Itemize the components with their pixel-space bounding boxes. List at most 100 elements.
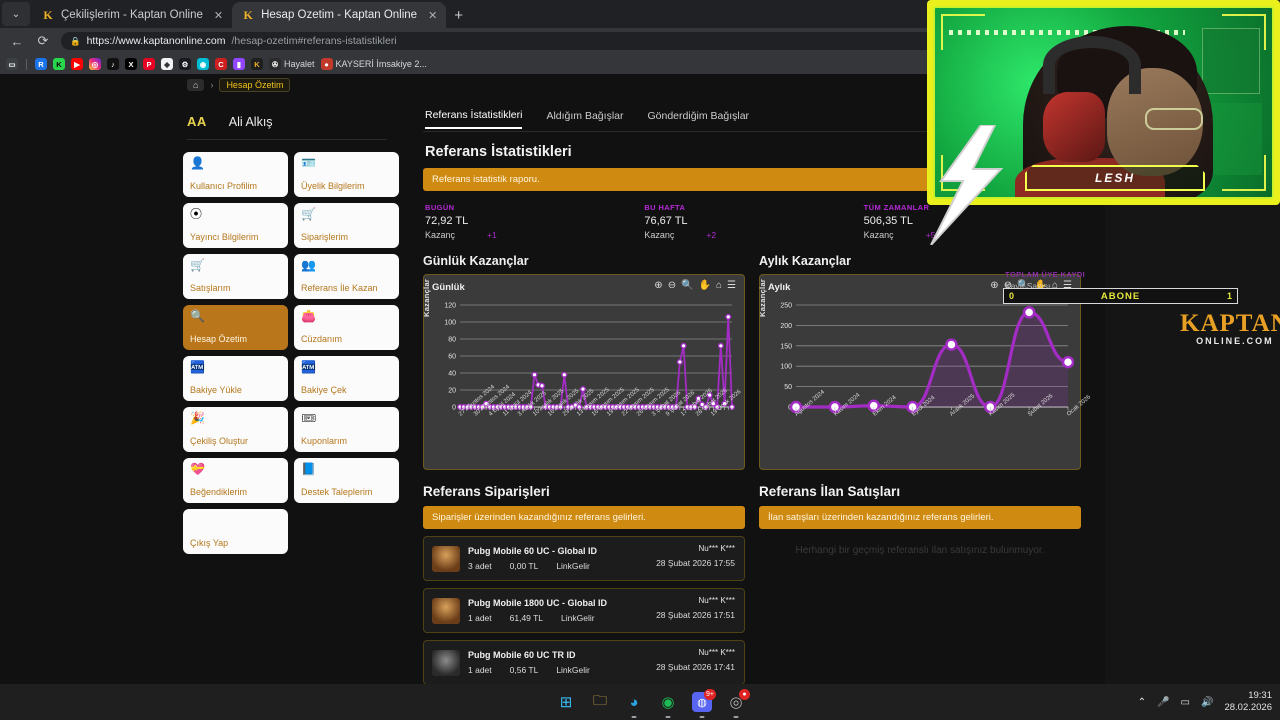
- spotify-icon[interactable]: ◉: [658, 692, 678, 718]
- home-reset-icon[interactable]: ⌂: [715, 280, 723, 291]
- tab-aldigim-bagislar[interactable]: Aldığım Bağışlar: [546, 109, 624, 122]
- kaptan-k-icon: K: [243, 8, 253, 22]
- close-icon[interactable]: ✕: [213, 9, 224, 22]
- browser-tab-1-title: Çekilişlerim - Kaptan Online: [61, 9, 203, 21]
- table-row[interactable]: Pubg Mobile 60 UC - Global ID 3 adet 0,0…: [423, 536, 745, 581]
- bookmark-hayalet-label: Hayalet: [284, 59, 315, 69]
- pinterest-icon[interactable]: P: [143, 58, 155, 70]
- youtube-icon[interactable]: ▶: [71, 58, 83, 70]
- divider: [187, 139, 387, 140]
- daily-chart-panel: Günlük ⊕ ⊖ 🔍 ✋ ⌂ ☰ Kazançlar 0 20 40 60 80 10…: [422, 274, 745, 470]
- home-icon[interactable]: ⌂: [187, 79, 205, 91]
- zoom-out-icon[interactable]: ⊖: [1003, 280, 1013, 291]
- sidebar-item-begendiklerim[interactable]: 💝 Beğendiklerim: [183, 458, 288, 503]
- home-reset-icon[interactable]: ⌂: [1051, 280, 1059, 291]
- sidebar-item-destek-taleplerim[interactable]: 📘 Destek Taleplerim: [294, 458, 399, 503]
- clock[interactable]: 19:31 28.02.2026: [1224, 690, 1272, 714]
- sidebar-item-kuponlarim[interactable]: 🎟 Kuponlarım: [294, 407, 399, 452]
- sidebar-item-uyelik-bilgilerim[interactable]: 🪪 Üyelik Bilgilerim: [294, 152, 399, 197]
- file-explorer-icon[interactable]: 🗀: [593, 692, 607, 708]
- svg-text:50: 50: [784, 384, 792, 391]
- order-user: Nu*** K***: [698, 648, 735, 657]
- diamond-icon[interactable]: ◆: [161, 58, 173, 70]
- twitch-icon[interactable]: ▮: [233, 58, 245, 70]
- zoom-in-icon[interactable]: ⊕: [990, 280, 999, 291]
- bookmark-imsakiye[interactable]: ● KAYSERİ İmsakiye 2...: [320, 58, 427, 70]
- user-profile-icon: 👤: [190, 156, 205, 170]
- zoom-out-icon[interactable]: ⊖: [667, 280, 677, 291]
- steam-icon[interactable]: ⚙: [179, 58, 191, 70]
- kaptan-green-icon[interactable]: K: [53, 58, 65, 70]
- sidebar-item-label: Kuponlarım: [301, 436, 348, 446]
- selection-zoom-icon[interactable]: 🔍: [681, 280, 694, 291]
- sales-title: Referans İlan Satışları: [759, 484, 901, 499]
- network-icon[interactable]: ▭: [1180, 696, 1190, 708]
- kaptan-k-icon: K: [43, 8, 53, 22]
- sidebar-item-yayinci-bilgilerim[interactable]: ⦿ Yayıncı Bilgilerim: [183, 203, 288, 248]
- streamer-nameplate: LESH: [1025, 165, 1205, 191]
- windows-taskbar: ⊞ 🗀 ◕ ◉ ◍ 9+ ◎ ● ⌃ 🎤 ▭ 🔊 19:31 28.02.202…: [0, 684, 1280, 720]
- pan-icon[interactable]: ✋: [1034, 280, 1047, 291]
- bookmark-hayalet[interactable]: ✇ Hayalet: [269, 58, 315, 70]
- svg-text:0: 0: [452, 405, 456, 412]
- tab-gonderdigim-bagislar[interactable]: Gönderdiğim Bağışlar: [647, 109, 750, 122]
- red-app-icon[interactable]: C: [215, 58, 227, 70]
- browser-tab-2[interactable]: K Hesap Özetim - Kaptan Online ✕: [232, 2, 447, 28]
- chart-toolbar: ⊕ ⊖ 🔍 ✋ ⌂ ☰: [654, 281, 736, 291]
- table-row[interactable]: Pubg Mobile 60 UC TR ID 1 adet 0,56 TL L…: [423, 640, 745, 684]
- stat-tum-zamanlar: TÜM ZAMANLAR 506,35 TL Kazanç +52: [864, 203, 1083, 240]
- stat-label: BU HAFTA: [644, 203, 686, 212]
- browser-tab-2-title: Hesap Özetim - Kaptan Online: [261, 9, 418, 21]
- r-badge-icon[interactable]: R: [35, 58, 47, 70]
- sidebar-item-label: Üyelik Bilgilerim: [301, 181, 365, 191]
- sidebar-item-cikis-yap[interactable]: Çıkış Yap: [183, 509, 288, 554]
- circle-blue-icon[interactable]: ◉: [197, 58, 209, 70]
- sidebar-item-bakiye-yukle[interactable]: 🏧 Bakiye Yükle: [183, 356, 288, 401]
- start-button[interactable]: ⊞: [559, 694, 573, 711]
- running-indicator: [699, 716, 705, 718]
- x-axis-labels: 27 Ağustos 2024 30 Ağustos 2024 4 Eylül 20…: [432, 299, 742, 465]
- abone-bar: 0 ABONE 1: [1003, 288, 1238, 304]
- sidebar-item-siparislerim[interactable]: 🛒 Siparişlerim: [294, 203, 399, 248]
- zoom-in-icon[interactable]: ⊕: [654, 280, 663, 291]
- instagram-icon[interactable]: ◎: [89, 58, 101, 70]
- orders-title: Referans Siparişleri: [423, 484, 550, 499]
- sidebar-item-cuzdanim[interactable]: 👛 Cüzdanım: [294, 305, 399, 350]
- sidebar-item-cekilis-olustur[interactable]: 🎉 Çekiliş Oluştur: [183, 407, 288, 452]
- sidebar-item-hesap-ozetim[interactable]: 🔍 Hesap Özetim: [183, 305, 288, 350]
- menu-icon[interactable]: ☰: [727, 280, 736, 291]
- discord-icon[interactable]: ◍ 9+: [692, 689, 716, 718]
- edge-browser-icon[interactable]: ◕: [624, 692, 644, 718]
- kaptan-k-icon[interactable]: K: [251, 58, 263, 70]
- stat-caption: Kazanç: [863, 230, 894, 240]
- svg-text:40: 40: [448, 371, 456, 378]
- tab-referans-istatistikleri[interactable]: Referans İstatistikleri: [425, 109, 523, 129]
- chevron-up-icon[interactable]: ⌃: [1137, 696, 1147, 708]
- microphone-icon[interactable]: 🎤: [1157, 696, 1170, 708]
- back-icon[interactable]: ←: [10, 33, 24, 49]
- table-row[interactable]: Pubg Mobile 1800 UC - Global ID 1 adet 6…: [423, 588, 745, 633]
- svg-text:100: 100: [444, 320, 456, 327]
- id-card-icon: 🪪: [301, 156, 316, 170]
- sidebar-item-kullanici-profilim[interactable]: 👤 Kullanıcı Profilim: [183, 152, 288, 197]
- reading-list-icon[interactable]: ▭: [6, 58, 18, 70]
- selection-zoom-icon[interactable]: 🔍: [1017, 280, 1030, 291]
- heart-balloon-icon: 💝: [190, 462, 205, 476]
- reload-icon[interactable]: ⟳: [37, 33, 49, 48]
- x-twitter-icon[interactable]: X: [125, 58, 137, 70]
- sidebar-item-satislarim[interactable]: 🛒 Satışlarım: [183, 254, 288, 299]
- close-icon[interactable]: ✕: [428, 9, 438, 22]
- pan-icon[interactable]: ✋: [698, 280, 711, 291]
- sidebar-item-bakiye-cek[interactable]: 🏧 Bakiye Çek: [294, 356, 399, 401]
- tiktok-icon[interactable]: ♪: [107, 58, 119, 70]
- daily-chart-plot: 0 20 40 60 80 100 120 27 Ağustos 2024 30 Ağustos…: [432, 299, 742, 465]
- tab-search-chevron-icon[interactable]: ⌄: [2, 2, 30, 26]
- obs-studio-icon[interactable]: ◎ ●: [726, 689, 750, 718]
- browser-tab-1[interactable]: K Çekilişlerim - Kaptan Online ✕: [32, 2, 232, 28]
- menu-icon[interactable]: ☰: [1063, 280, 1072, 291]
- sidebar-item-referans-ile-kazan[interactable]: 👥 Referans İle Kazan: [294, 254, 399, 299]
- account-menu: 👤 Kullanıcı Profilim 🪪 Üyelik Bilgilerim…: [183, 152, 399, 554]
- volume-icon[interactable]: 🔊: [1201, 696, 1214, 708]
- stat-value: 506,35 TL: [863, 215, 913, 227]
- new-tab-button[interactable]: +: [454, 7, 464, 24]
